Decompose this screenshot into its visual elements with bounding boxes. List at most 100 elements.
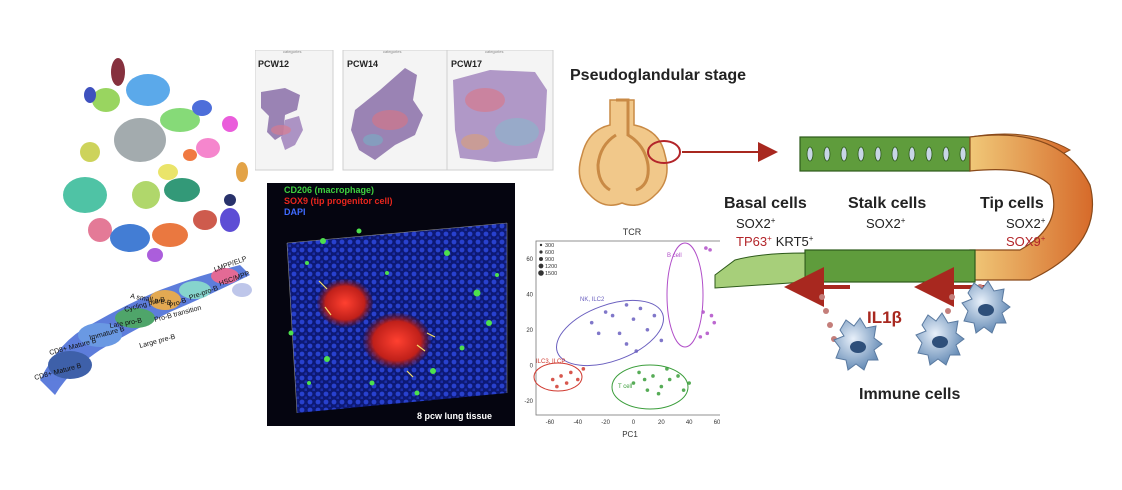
cell-nucleus <box>908 146 916 162</box>
x-tick-label: -40 <box>573 420 582 426</box>
cell-nucleus <box>874 146 882 162</box>
immune-cell <box>833 317 883 371</box>
size-legend-item: 300 <box>545 243 554 249</box>
cell-nucleus <box>806 146 814 162</box>
group-ellipses <box>533 242 704 410</box>
data-point <box>624 342 629 346</box>
data-point <box>708 248 712 252</box>
group-label-nk: NK, ILC2 <box>580 297 605 303</box>
data-point <box>652 313 657 318</box>
data-point <box>687 381 691 385</box>
stage-title: Pseudoglandular stage <box>570 67 746 84</box>
data-point <box>638 306 643 311</box>
cell-nucleus <box>942 146 950 162</box>
panel-label: PCW17 <box>451 59 482 69</box>
data-point <box>705 331 710 336</box>
chart-title: TCR <box>623 227 642 237</box>
data-point <box>555 384 559 389</box>
epithelium-bottom <box>714 249 976 289</box>
umap-upper-clusters <box>63 58 248 262</box>
x-tick-label: -20 <box>601 420 610 426</box>
data-point <box>709 313 714 318</box>
data-point <box>624 303 629 307</box>
cell-nucleus <box>857 146 865 162</box>
data-point <box>564 381 569 385</box>
data-point <box>701 310 705 314</box>
data-point <box>631 381 636 385</box>
immune-cell <box>961 280 1011 334</box>
group-label-ilc3: ILC3, ILCP <box>536 359 565 365</box>
data-point <box>645 388 650 392</box>
y-tick-label: 0 <box>530 363 534 369</box>
panel-label: PCW12 <box>258 59 289 69</box>
data-point <box>596 331 601 336</box>
y-tick-label: 60 <box>526 257 533 263</box>
microscopy-panel: CD206 (macrophage) SOX9 (tip progenitor … <box>267 183 515 426</box>
microscopy-image: CD206 (macrophage) SOX9 (tip progenitor … <box>284 185 508 421</box>
immune-cell <box>915 312 965 366</box>
cytokine-label: IL1β <box>867 308 902 327</box>
data-point <box>659 338 664 343</box>
cell-group-basal: Basal cells SOX2+ TP63+ KRT5+ <box>724 195 814 249</box>
data-point <box>681 388 686 392</box>
tip-region <box>969 134 1094 281</box>
tip-marker-line2: SOX9+ <box>1006 234 1046 249</box>
data-point <box>637 370 641 375</box>
immune-cells <box>833 280 1011 371</box>
tip-title: Tip cells <box>980 195 1044 212</box>
basal-title: Basal cells <box>724 195 807 212</box>
size-legend-item: 1500 <box>545 271 557 277</box>
panel-header: categories <box>485 50 503 54</box>
basal-marker-line2: TP63+ KRT5+ <box>736 234 814 249</box>
umap-lower-trajectory <box>40 265 252 395</box>
data-points <box>550 246 717 396</box>
ellipse-b-cell <box>666 242 704 348</box>
data-point <box>610 313 615 318</box>
x-tick-label: -60 <box>546 420 555 426</box>
data-point <box>659 384 664 389</box>
spatial-panel-pcw14: categories PCW14 <box>342 50 452 171</box>
lung-bud-illustration <box>578 98 778 206</box>
data-point <box>631 317 636 321</box>
legend-macrophage: CD206 (macrophage) <box>284 185 374 195</box>
x-tick-label: 40 <box>686 420 693 426</box>
y-tick-label: 40 <box>526 292 533 298</box>
cell-group-tip: Tip cells SOX2+ SOX9+ <box>980 195 1046 249</box>
data-point <box>676 374 680 378</box>
size-legend-item: 600 <box>545 250 554 256</box>
size-legend: 300 600 900 1200 1500 <box>538 243 557 277</box>
data-point <box>589 320 594 325</box>
pca-chart: TCR -60 -40 -20 0 20 40 60 -20 0 20 40 60 B cell NK… <box>524 227 720 439</box>
ellipse-nk-ilc2 <box>556 299 664 367</box>
data-point <box>581 367 586 371</box>
x-tick-label: 60 <box>714 420 720 426</box>
cell-group-stalk: Stalk cells SOX2+ <box>848 195 926 231</box>
panel-header: categories <box>383 50 401 54</box>
umap-panel: LMPP/ELP HSC/MPP Pre-pro-B Pro-B A small… <box>34 58 252 395</box>
x-axis-label: PC1 <box>622 430 638 439</box>
cell-nucleus <box>959 146 967 162</box>
group-label-t-cell: T cell <box>618 384 632 390</box>
data-point <box>642 377 647 382</box>
stalk-title: Stalk cells <box>848 195 926 212</box>
group-labels: B cell NK, ILC2 ILC3, ILCP T cell <box>536 253 682 390</box>
stalk-marker: SOX2+ <box>866 216 906 231</box>
immune-label: Immune cells <box>859 386 960 403</box>
tick-labels: -60 -40 -20 0 20 40 60 -20 0 20 40 60 <box>524 257 720 426</box>
spatial-panel-pcw17: categories PCW17 <box>446 50 554 171</box>
data-point <box>634 349 639 353</box>
ellipse-ilc3 <box>533 362 583 392</box>
data-point <box>575 377 580 382</box>
data-point <box>569 370 573 375</box>
microscopy-caption: 8 pcw lung tissue <box>417 411 492 421</box>
spatial-panel-pcw12: categories PCW12 <box>255 50 334 171</box>
size-legend-item: 900 <box>545 257 554 263</box>
legend-dapi: DAPI <box>284 207 306 217</box>
data-point <box>550 377 555 382</box>
data-point <box>656 391 661 396</box>
cell-nucleus <box>823 146 831 162</box>
umap-label: Large pre-B <box>139 334 177 350</box>
data-point <box>559 374 563 378</box>
cell-nucleus <box>840 146 848 162</box>
y-tick-label: -20 <box>524 399 533 405</box>
